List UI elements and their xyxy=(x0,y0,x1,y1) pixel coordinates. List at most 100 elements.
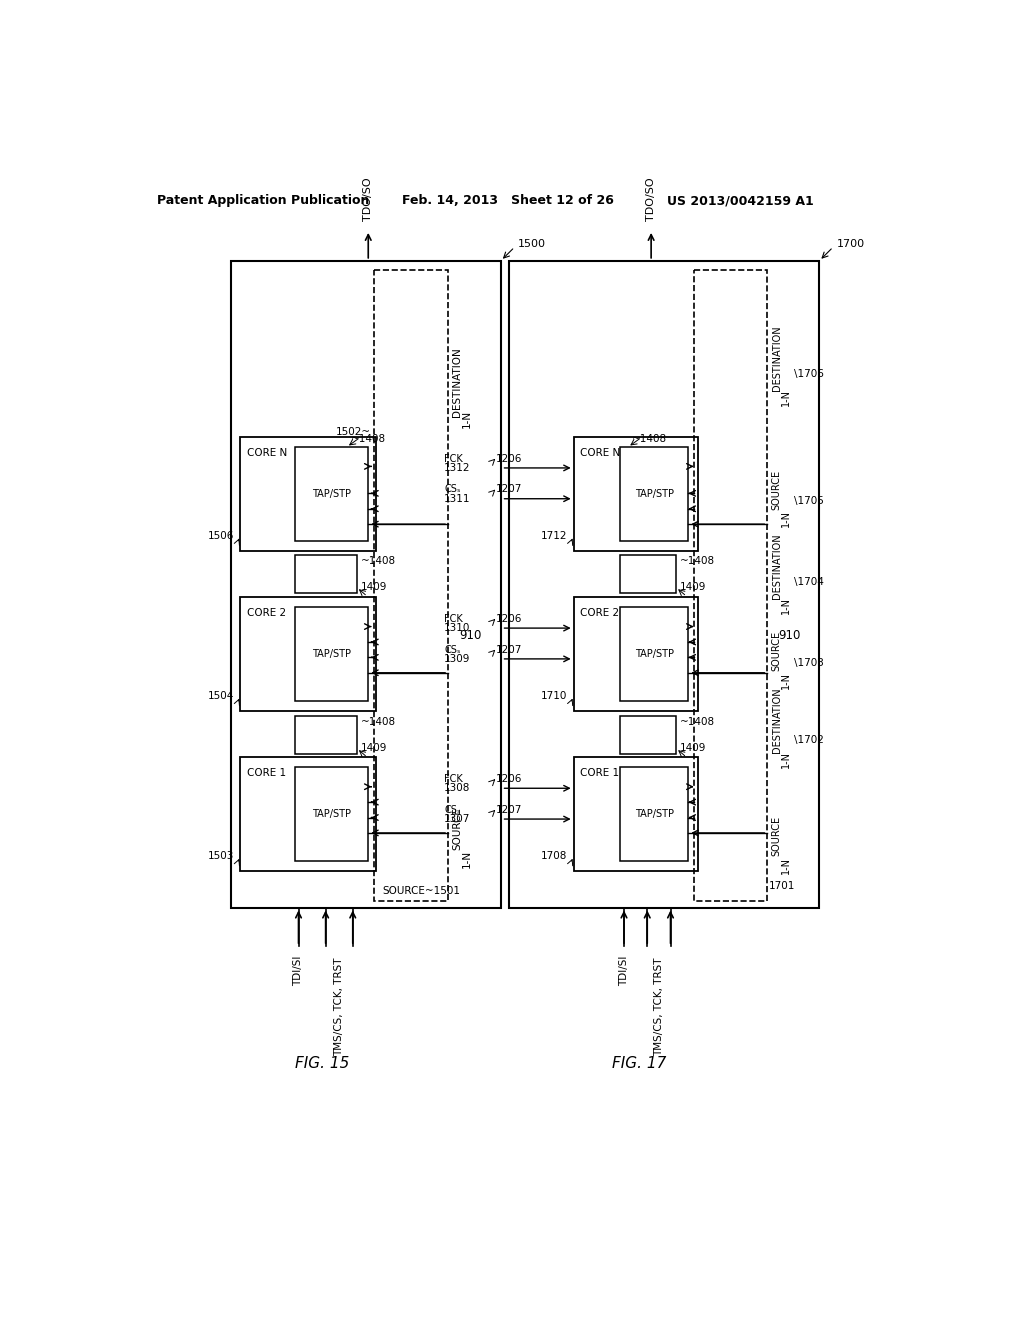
Text: 910: 910 xyxy=(459,630,481,643)
Text: TAP/STP: TAP/STP xyxy=(311,809,350,820)
Text: 1-N: 1-N xyxy=(781,857,791,874)
Text: FCK: FCK xyxy=(444,774,463,784)
Text: 1409: 1409 xyxy=(360,582,387,593)
Text: CORE N: CORE N xyxy=(247,447,287,458)
Bar xyxy=(241,597,376,711)
Text: SOURCE: SOURCE xyxy=(772,631,781,672)
Text: 1503: 1503 xyxy=(208,851,234,861)
Text: ~1408: ~1408 xyxy=(680,556,715,566)
Text: DESTINATION: DESTINATION xyxy=(772,533,781,599)
Text: 1207: 1207 xyxy=(496,805,521,814)
Text: \1706: \1706 xyxy=(795,370,824,379)
Text: FIG. 17: FIG. 17 xyxy=(612,1056,667,1071)
Text: FCK: FCK xyxy=(444,614,463,624)
Text: Patent Application Publication: Patent Application Publication xyxy=(158,194,370,207)
Text: 1409: 1409 xyxy=(360,743,387,754)
Text: 1206: 1206 xyxy=(496,614,521,624)
Text: 1409: 1409 xyxy=(680,582,707,593)
Text: TMS/CS, TCK, TRST: TMS/CS, TCK, TRST xyxy=(654,958,664,1056)
Bar xyxy=(231,261,501,908)
Text: 1207: 1207 xyxy=(496,644,521,655)
Text: FCK: FCK xyxy=(444,454,463,463)
Text: SOURCE~1501: SOURCE~1501 xyxy=(382,887,460,896)
Text: 1710: 1710 xyxy=(541,690,567,701)
Text: 1701: 1701 xyxy=(769,880,796,891)
Text: TMS/CS, TCK, TRST: TMS/CS, TCK, TRST xyxy=(334,958,344,1056)
Text: 1-N: 1-N xyxy=(781,751,791,767)
Text: ~1408: ~1408 xyxy=(360,717,395,727)
Text: ~1408: ~1408 xyxy=(680,717,715,727)
Text: 1409: 1409 xyxy=(680,743,707,754)
Text: ~1408: ~1408 xyxy=(350,434,386,445)
Text: 1-N: 1-N xyxy=(462,409,472,428)
Bar xyxy=(621,607,688,701)
Text: TDI/SI: TDI/SI xyxy=(294,956,303,986)
Text: 1-N: 1-N xyxy=(781,597,791,614)
Text: 1504: 1504 xyxy=(208,690,234,701)
Bar xyxy=(693,271,767,902)
Text: TDI/SI: TDI/SI xyxy=(618,956,629,986)
Text: CSₛ: CSₛ xyxy=(444,805,461,814)
Text: 1206: 1206 xyxy=(496,774,521,784)
Text: TDO/SO: TDO/SO xyxy=(364,177,374,220)
Text: ~1408: ~1408 xyxy=(360,556,395,566)
Text: 1500: 1500 xyxy=(518,239,546,249)
Text: 1207: 1207 xyxy=(496,484,521,495)
Text: DESTINATION: DESTINATION xyxy=(453,347,463,417)
Text: 1-N: 1-N xyxy=(781,511,791,527)
Text: SOURCE: SOURCE xyxy=(453,807,463,850)
Bar xyxy=(509,261,819,908)
Text: CORE 2: CORE 2 xyxy=(580,609,618,618)
Text: 1308: 1308 xyxy=(444,783,471,793)
Text: SOURCE: SOURCE xyxy=(772,816,781,857)
Text: DESTINATION: DESTINATION xyxy=(772,688,781,754)
Text: 1502~: 1502~ xyxy=(336,426,371,437)
Text: FIG. 15: FIG. 15 xyxy=(295,1056,349,1071)
Bar xyxy=(295,767,369,862)
Text: CORE 1: CORE 1 xyxy=(580,768,618,779)
Text: 1-N: 1-N xyxy=(462,850,472,869)
Text: 1311: 1311 xyxy=(444,494,471,504)
Text: 1-N: 1-N xyxy=(781,672,791,689)
Text: CORE 2: CORE 2 xyxy=(247,609,286,618)
Text: 1206: 1206 xyxy=(496,454,521,463)
Text: TAP/STP: TAP/STP xyxy=(311,490,350,499)
Text: \1702: \1702 xyxy=(795,735,824,744)
Text: ~1408: ~1408 xyxy=(632,434,667,445)
Bar xyxy=(573,437,697,552)
Text: US 2013/0042159 A1: US 2013/0042159 A1 xyxy=(667,194,814,207)
Text: TAP/STP: TAP/STP xyxy=(635,809,674,820)
Text: TAP/STP: TAP/STP xyxy=(635,490,674,499)
Bar xyxy=(621,767,688,862)
Text: \1704: \1704 xyxy=(795,577,824,587)
Bar xyxy=(295,607,369,701)
Text: 1307: 1307 xyxy=(444,814,471,824)
Text: TAP/STP: TAP/STP xyxy=(635,649,674,659)
Text: 1712: 1712 xyxy=(541,531,567,541)
Bar xyxy=(295,554,356,594)
Text: DESTINATION: DESTINATION xyxy=(772,326,781,392)
Text: 1-N: 1-N xyxy=(781,388,791,405)
Bar xyxy=(295,447,369,541)
Text: 1708: 1708 xyxy=(541,851,567,861)
Bar xyxy=(621,447,688,541)
Bar xyxy=(241,437,376,552)
Text: 1310: 1310 xyxy=(444,623,471,634)
Bar xyxy=(241,758,376,871)
Text: CORE N: CORE N xyxy=(580,447,621,458)
Bar xyxy=(621,715,676,755)
Bar xyxy=(375,271,449,902)
Text: CSₛ: CSₛ xyxy=(444,484,461,495)
Text: CORE 1: CORE 1 xyxy=(247,768,286,779)
Text: 1700: 1700 xyxy=(837,239,864,249)
Text: Feb. 14, 2013   Sheet 12 of 26: Feb. 14, 2013 Sheet 12 of 26 xyxy=(401,194,613,207)
Bar xyxy=(295,715,356,755)
Text: 1506: 1506 xyxy=(208,531,234,541)
Text: CSₛ: CSₛ xyxy=(444,644,461,655)
Text: 1309: 1309 xyxy=(444,653,471,664)
Text: \1703: \1703 xyxy=(795,657,824,668)
Text: TDO/SO: TDO/SO xyxy=(646,177,656,220)
Text: \1705: \1705 xyxy=(795,496,824,506)
Text: SOURCE: SOURCE xyxy=(772,470,781,510)
Text: TAP/STP: TAP/STP xyxy=(311,649,350,659)
